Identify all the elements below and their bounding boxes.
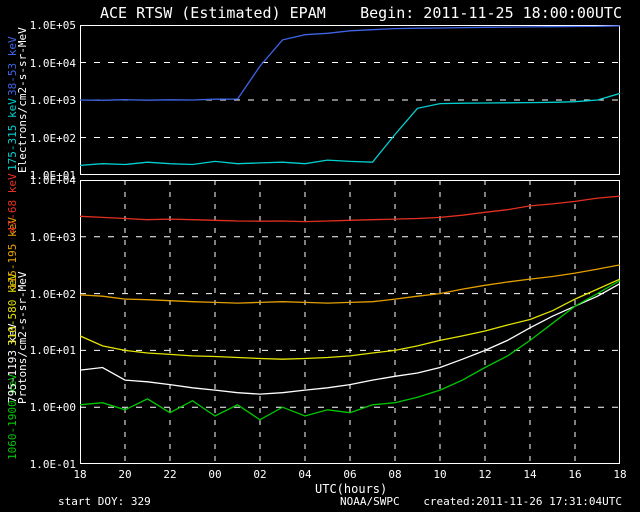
y-tick: 1.0E+04 [22,174,76,187]
x-tick: 16 [565,468,585,481]
y-tick: 1.0E+03 [22,94,76,107]
y-tick: 1.0E-01 [22,458,76,471]
x-tick: 04 [295,468,315,481]
epam-plot: ACE RTSW (Estimated) EPAM Begin: 2011-11… [0,0,640,512]
plot-begin: Begin: 2011-11-25 18:00:00UTC [360,4,622,22]
electrons-chart [80,25,620,175]
plot-title: ACE RTSW (Estimated) EPAM [100,4,326,22]
x-axis-title: UTC(hours) [315,482,387,496]
x-tick: 14 [520,468,540,481]
x-tick: 06 [340,468,360,481]
footer-source: NOAA/SWPC [340,495,400,508]
footer-created: created:2011-11-26 17:31:04UTC [423,495,622,508]
x-tick: 02 [250,468,270,481]
x-tick: 12 [475,468,495,481]
x-tick: 00 [205,468,225,481]
y-tick: 1.0E+04 [22,57,76,70]
series-label: 175-315 keV [6,98,19,171]
x-tick: 20 [115,468,135,481]
x-tick: 18 [610,468,630,481]
series-label: 47-68 keV [6,173,19,233]
y-tick: 1.0E+02 [22,288,76,301]
y-tick: 1.0E+01 [22,344,76,357]
series-label: 38-53 keV [6,36,19,96]
y-tick: 1.0E+03 [22,231,76,244]
x-tick: 08 [385,468,405,481]
footer-start: start DOY: 329 [58,495,151,508]
x-tick: 22 [160,468,180,481]
y-tick: 1.0E+05 [22,19,76,32]
protons-chart [80,180,620,464]
y-tick: 1.0E+02 [22,132,76,145]
x-tick: 18 [70,468,90,481]
y-tick: 1.0E+00 [22,401,76,414]
x-tick: 10 [430,468,450,481]
